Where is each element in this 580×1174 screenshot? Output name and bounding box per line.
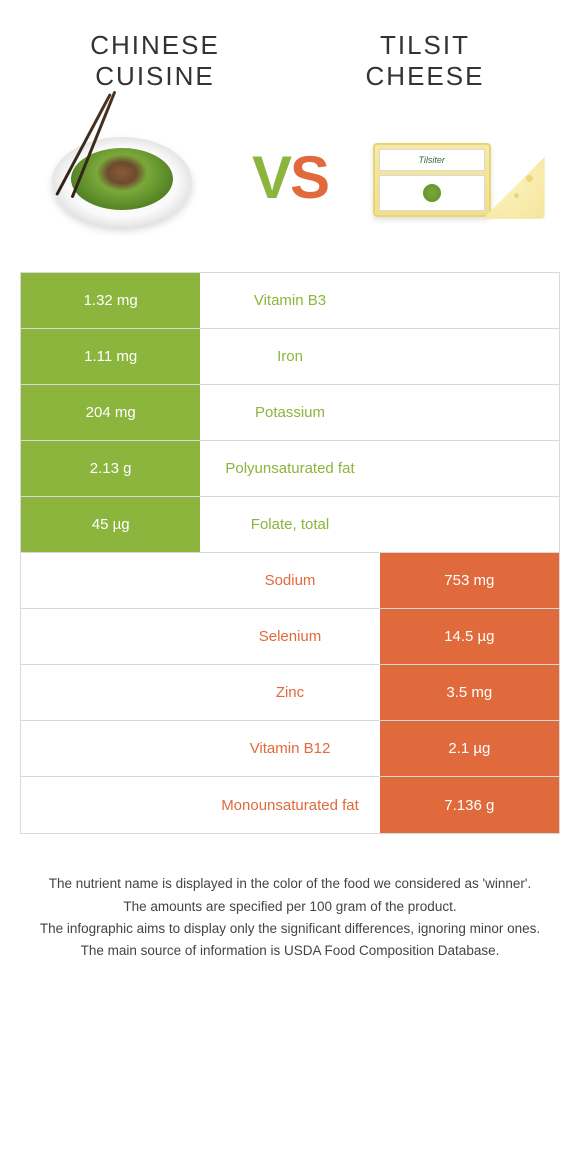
cell-right-value: 14.5 µg (380, 609, 559, 664)
cell-right-value: 20 µg (380, 497, 559, 552)
vs-v: V (252, 143, 290, 212)
cell-right-value: 7.136 g (380, 777, 559, 833)
cell-left-value: 2.13 g (21, 441, 200, 496)
cell-right-value: 0.23 mg (380, 329, 559, 384)
cell-left-value: 0.48 µg (21, 721, 200, 776)
cell-right-value: 65 mg (380, 385, 559, 440)
table-row: 0.48 µgVitamin B122.1 µg (21, 721, 559, 777)
table-row: 409 mgSodium753 mg (21, 553, 559, 609)
cell-left-value: 204 mg (21, 385, 200, 440)
cell-left-value: 45 µg (21, 497, 200, 552)
cheese-icon: Tilsiter (373, 130, 543, 225)
table-row: 1.5 mgZinc3.5 mg (21, 665, 559, 721)
cell-right-value: 0.205 mg (380, 273, 559, 328)
footer-notes: The nutrient name is displayed in the co… (0, 834, 580, 983)
cell-nutrient-name: Iron (200, 329, 379, 384)
cell-nutrient-name: Folate, total (200, 497, 379, 552)
cell-nutrient-name: Sodium (200, 553, 379, 608)
food-image-right: Tilsiter (373, 112, 543, 242)
cell-nutrient-name: Potassium (200, 385, 379, 440)
cell-left-value: 1.217 g (21, 777, 200, 833)
cell-nutrient-name: Vitamin B12 (200, 721, 379, 776)
table-row: 45 µgFolate, total20 µg (21, 497, 559, 553)
table-row: 1.217 gMonounsaturated fat7.136 g (21, 777, 559, 833)
footer-line: The infographic aims to display only the… (30, 919, 550, 939)
images-row: VS Tilsiter (0, 102, 580, 272)
table-row: 6.7 µgSelenium14.5 µg (21, 609, 559, 665)
cell-nutrient-name: Monounsaturated fat (200, 777, 379, 833)
header: CHINESE CUISINE TILSIT CHEESE (0, 0, 580, 102)
cell-right-value: 0.721 g (380, 441, 559, 496)
cell-nutrient-name: Polyunsaturated fat (200, 441, 379, 496)
cell-nutrient-name: Zinc (200, 665, 379, 720)
cell-left-value: 1.11 mg (21, 329, 200, 384)
vs-label: VS (252, 143, 328, 212)
cheese-brand: Tilsiter (379, 149, 485, 171)
title-left: CHINESE CUISINE (55, 30, 255, 92)
table-row: 2.13 gPolyunsaturated fat0.721 g (21, 441, 559, 497)
cell-left-value: 6.7 µg (21, 609, 200, 664)
cell-left-value: 1.32 mg (21, 273, 200, 328)
vs-s: S (290, 143, 328, 212)
cell-right-value: 2.1 µg (380, 721, 559, 776)
cell-nutrient-name: Selenium (200, 609, 379, 664)
table-row: 204 mgPotassium65 mg (21, 385, 559, 441)
title-right: TILSIT CHEESE (325, 30, 525, 92)
table-row: 1.32 mgVitamin B30.205 mg (21, 273, 559, 329)
footer-line: The main source of information is USDA F… (30, 941, 550, 961)
cell-right-value: 3.5 mg (380, 665, 559, 720)
cell-left-value: 1.5 mg (21, 665, 200, 720)
cell-nutrient-name: Vitamin B3 (200, 273, 379, 328)
cell-left-value: 409 mg (21, 553, 200, 608)
nutrient-table: 1.32 mgVitamin B30.205 mg1.11 mgIron0.23… (20, 272, 560, 834)
cell-right-value: 753 mg (380, 553, 559, 608)
table-row: 1.11 mgIron0.23 mg (21, 329, 559, 385)
footer-line: The amounts are specified per 100 gram o… (30, 897, 550, 917)
footer-line: The nutrient name is displayed in the co… (30, 874, 550, 894)
food-image-left (37, 112, 207, 242)
bowl-icon (52, 122, 192, 232)
